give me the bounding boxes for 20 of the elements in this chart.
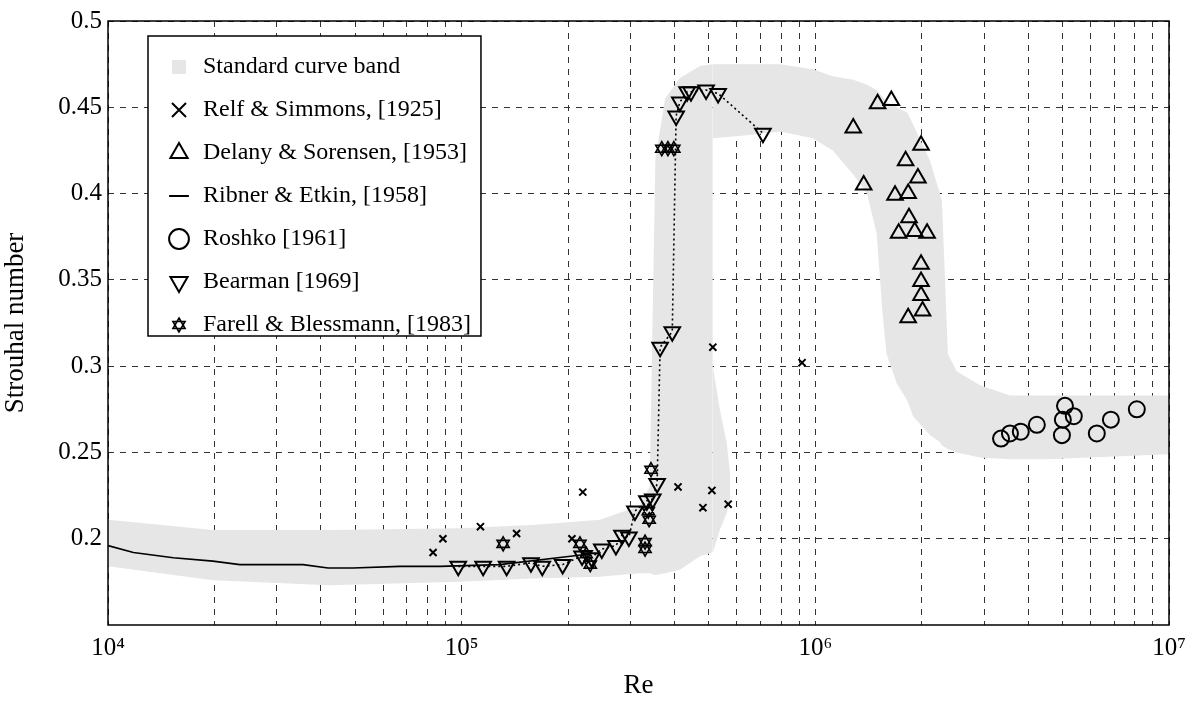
x-tick-label: 10⁴ (91, 632, 126, 660)
legend-label: Roshko [1961] (203, 224, 347, 251)
y-tick-label: 0.2 (70, 523, 102, 551)
legend-label: Ribner & Etkin, [1958] (203, 181, 427, 208)
y-axis-title: Strouhal number (0, 232, 30, 414)
x-tick-label: 10⁵ (444, 632, 479, 660)
y-tick-label: 0.3 (70, 350, 102, 378)
y-tick-label: 0.25 (58, 436, 102, 464)
x-axis-title: Re (623, 668, 654, 699)
x-tick-label: 10⁶ (798, 632, 833, 660)
y-tick-label: 0.45 (58, 91, 102, 119)
y-tick-label: 0.5 (70, 5, 102, 33)
legend-label: Delany & Sorensen, [1953] (203, 138, 467, 165)
y-tick-label: 0.35 (58, 264, 102, 292)
legend-label: Relf & Simmons, [1925] (203, 95, 442, 122)
legend-label: Standard curve band (203, 52, 401, 79)
legend-label: Farell & Blessmann, [1983] (203, 310, 471, 337)
legend-label: Bearman [1969] (203, 267, 360, 294)
x-tick-label: 10⁷ (1152, 632, 1186, 660)
y-tick-label: 0.4 (70, 178, 103, 206)
